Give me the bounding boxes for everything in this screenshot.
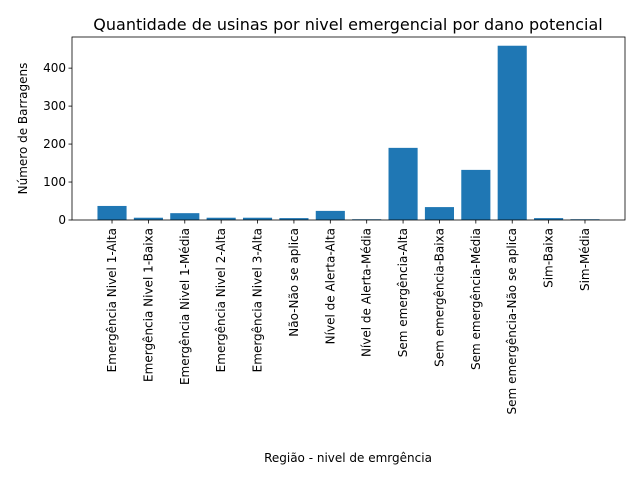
bars: [97, 45, 600, 221]
bar: [242, 217, 273, 220]
y-tick-label: 0: [58, 213, 66, 227]
x-axis-label: Região - nivel de emrgência: [264, 451, 432, 465]
y-tick-label: 300: [43, 99, 66, 113]
y-tick-label: 100: [43, 175, 66, 189]
y-axis-label: Número de Barragens: [16, 63, 30, 195]
bar: [534, 218, 564, 220]
x-tick-label: Emergência Nivel 3-Alta: [251, 228, 265, 372]
x-tick-label: Sem emergência-Média: [469, 228, 483, 370]
bar: [424, 207, 455, 220]
y-tick-label: 200: [43, 137, 66, 151]
x-tick-label: Não-Não se aplica: [287, 228, 301, 337]
x-tick-label: Sem emergência-Não se aplica: [505, 228, 519, 414]
bar: [97, 205, 127, 220]
x-axis: Emergência Nivel 1-Alta Emergência Nivel …: [105, 220, 592, 414]
bar: [133, 217, 163, 220]
x-tick-label: Emergência Nivel 1-Média: [178, 228, 192, 385]
bar: [388, 147, 418, 220]
x-tick-label: Nível de Alerta-Média: [360, 228, 374, 357]
x-tick-label: Sim-Baixa: [542, 228, 556, 288]
chart-title: Quantidade de usinas por nivel emergenci…: [93, 15, 602, 34]
x-tick-label: Emergência Nivel 2-Alta: [214, 228, 228, 372]
bar: [497, 45, 527, 221]
x-tick-label: Sim-Média: [578, 228, 592, 291]
x-tick-label: Sem emergência-Baixa: [432, 228, 446, 367]
y-tick-label: 400: [43, 61, 66, 75]
bar: [279, 218, 309, 220]
bar: [461, 169, 491, 220]
plot-frame: [71, 36, 626, 221]
x-tick-label: Sem emergência-Alta: [396, 228, 410, 357]
bar: [315, 210, 345, 220]
bar: [170, 213, 200, 220]
x-tick-label: Emergência Nivel 1-Alta: [105, 228, 119, 372]
x-tick-label: Nível de Alerta-Alta: [323, 228, 337, 344]
y-axis: 0 100 200 300 400: [43, 61, 72, 227]
bar: [206, 217, 236, 220]
x-tick-label: Emergência Nivel 1-Baixa: [141, 228, 155, 382]
